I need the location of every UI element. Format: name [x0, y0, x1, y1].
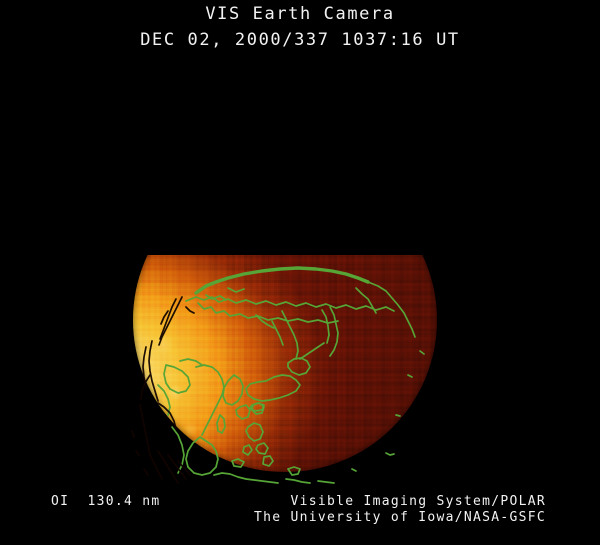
earth-image-area	[0, 255, 600, 487]
page-title: VIS Earth Camera	[205, 4, 395, 24]
wavelength-label: OI 130.4 nm	[51, 494, 161, 509]
institution-credit-line: The University of Iowa/NASA-GSFC	[253, 510, 546, 525]
coastline-group	[157, 266, 425, 484]
dark-coastline-overlay	[131, 296, 195, 484]
dark-coastline-group	[131, 296, 195, 484]
timestamp-label: DEC 02, 2000/337 1037:16 UT	[140, 30, 460, 50]
coastline-overlay	[157, 266, 425, 484]
instrument-credit-line: Visible Imaging System/POLAR	[290, 494, 546, 509]
